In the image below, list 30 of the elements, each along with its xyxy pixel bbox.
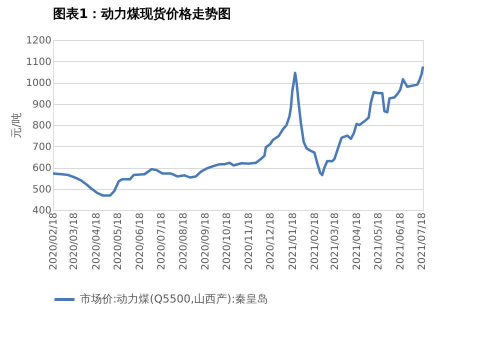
y-axis-title: 元/吨 xyxy=(10,112,24,138)
x-tick-label: 2020/11/18 xyxy=(244,212,256,270)
x-tick-label: 2020/02/18 xyxy=(48,212,60,270)
x-tick-label: 2021/07/18 xyxy=(417,212,428,270)
y-tick-label: 1100 xyxy=(26,56,52,68)
line-series xyxy=(52,65,424,197)
legend-label: 市场价:动力煤(Q5500,山西产):秦皇岛 xyxy=(80,292,268,306)
y-tick-label: 500 xyxy=(32,184,52,196)
y-tick-label: 1000 xyxy=(26,78,52,89)
y-tick-label: 900 xyxy=(32,99,52,110)
y-tick-label: 600 xyxy=(32,163,52,174)
x-tick-label: 2020/04/18 xyxy=(91,212,102,270)
y-tick-label: 700 xyxy=(32,142,52,153)
x-tick-label: 2020/08/18 xyxy=(178,212,190,270)
x-tick-label: 2020/09/18 xyxy=(200,212,212,270)
y-tick-label: 800 xyxy=(32,120,52,132)
x-tick-label: 2021/04/18 xyxy=(352,212,364,270)
x-tick-label: 2020/07/18 xyxy=(156,212,168,270)
y-tick-label: 1200 xyxy=(26,36,52,46)
x-tick-label: 2020/06/18 xyxy=(134,212,146,270)
x-tick-label: 2021/03/18 xyxy=(330,212,341,270)
x-tick-label: 2021/05/18 xyxy=(374,212,384,270)
chart-title: 图表1：动力煤现货价格走势图 xyxy=(53,6,232,22)
x-tick-label: 2021/06/18 xyxy=(396,212,407,270)
x-tick-label: 2020/05/18 xyxy=(112,212,124,270)
x-tick-label: 2020/10/18 xyxy=(222,212,234,270)
x-tick-label: 2020/12/18 xyxy=(266,212,277,270)
x-tick-label: 2020/03/18 xyxy=(69,212,80,270)
x-tick-label: 2021/01/18 xyxy=(288,212,299,270)
x-tick-label: 2021/02/18 xyxy=(310,212,321,270)
